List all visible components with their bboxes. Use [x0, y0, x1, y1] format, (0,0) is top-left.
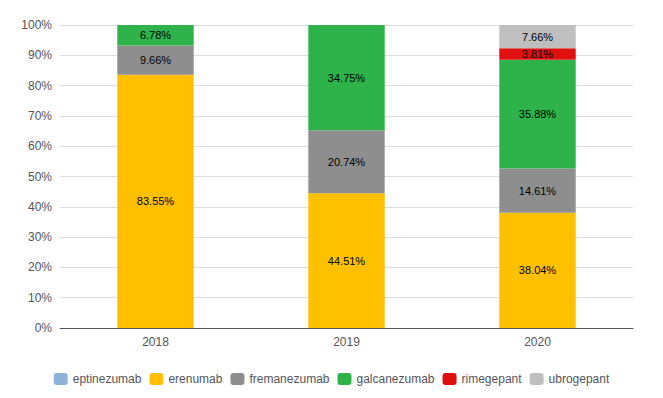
svg-text:44.51%: 44.51%	[328, 255, 366, 267]
svg-text:erenumab: erenumab	[168, 372, 222, 386]
svg-text:50%: 50%	[28, 170, 52, 184]
svg-text:80%: 80%	[28, 79, 52, 93]
svg-text:galcanezumab: galcanezumab	[356, 372, 434, 386]
svg-text:100%: 100%	[21, 18, 52, 32]
svg-text:eptinezumab: eptinezumab	[73, 372, 142, 386]
svg-text:ubrogepant: ubrogepant	[549, 372, 610, 386]
svg-text:60%: 60%	[28, 139, 52, 153]
svg-text:83.55%: 83.55%	[137, 195, 175, 207]
svg-text:90%: 90%	[28, 48, 52, 62]
svg-text:7.66%: 7.66%	[522, 31, 553, 43]
svg-text:3.81%: 3.81%	[522, 48, 553, 60]
svg-text:14.61%: 14.61%	[519, 185, 557, 197]
svg-text:34.75%: 34.75%	[328, 72, 366, 84]
svg-text:0%: 0%	[35, 321, 53, 335]
svg-text:40%: 40%	[28, 200, 52, 214]
svg-text:30%: 30%	[28, 230, 52, 244]
svg-text:2020: 2020	[524, 335, 551, 349]
svg-text:rimegepant: rimegepant	[462, 372, 523, 386]
svg-text:10%: 10%	[28, 291, 52, 305]
svg-text:20%: 20%	[28, 260, 52, 274]
svg-text:2019: 2019	[333, 335, 360, 349]
svg-text:fremanezumab: fremanezumab	[249, 372, 329, 386]
svg-text:20.74%: 20.74%	[328, 156, 366, 168]
svg-text:35.88%: 35.88%	[519, 108, 557, 120]
svg-text:70%: 70%	[28, 109, 52, 123]
svg-text:2018: 2018	[142, 335, 169, 349]
svg-text:9.66%: 9.66%	[140, 54, 171, 66]
svg-text:38.04%: 38.04%	[519, 264, 557, 276]
svg-text:6.78%: 6.78%	[140, 29, 171, 41]
